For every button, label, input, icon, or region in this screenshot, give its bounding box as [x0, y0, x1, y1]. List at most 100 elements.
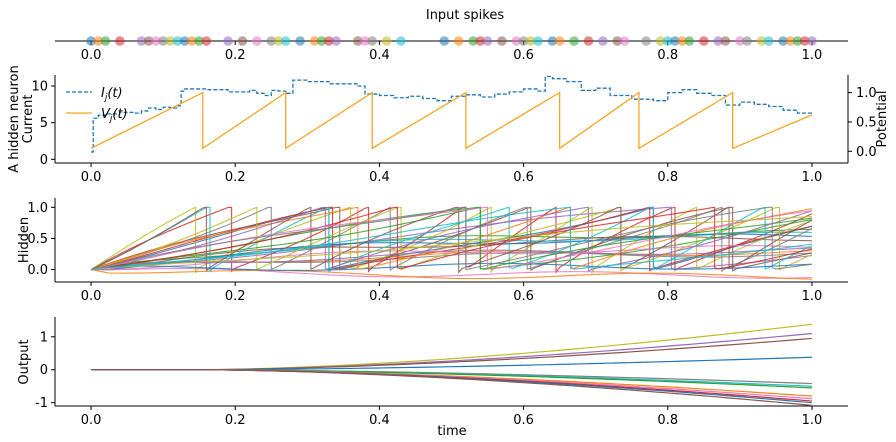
- spikes-xtick-label: 0.6: [513, 48, 534, 63]
- potential-line: [90, 91, 813, 150]
- spike-marker: [518, 36, 529, 46]
- neuron-ylabel-right: Potential: [875, 91, 890, 148]
- spike-marker: [136, 36, 147, 46]
- neuron-xtick-label: 0.8: [657, 170, 678, 185]
- spike-marker: [742, 36, 752, 46]
- spike-marker: [151, 36, 161, 46]
- spike-markers: [86, 36, 817, 46]
- spike-marker: [756, 36, 767, 46]
- spike-marker: [684, 36, 695, 46]
- spike-marker: [309, 36, 320, 46]
- hidden-ylabel: Hidden: [17, 217, 32, 263]
- hidden-series-line: [91, 233, 812, 271]
- neuron-right-ytick-label: 0.5: [856, 115, 877, 130]
- neuron-right-ytick-label: 0.0: [856, 145, 877, 160]
- spike-marker: [280, 36, 291, 46]
- legend-current-label: Ij(t): [101, 86, 123, 103]
- hidden-xtick-label: 0.4: [369, 289, 390, 304]
- hidden-series-line: [90, 206, 813, 271]
- hidden-series-line: [90, 269, 812, 280]
- hidden-series-line: [90, 206, 813, 271]
- spike-marker: [165, 36, 176, 46]
- spike-marker: [497, 36, 507, 46]
- hidden-series-line: [90, 206, 813, 275]
- spike-marker: [367, 36, 378, 46]
- spike-marker: [86, 36, 96, 46]
- spike-marker: [713, 36, 724, 46]
- spike-marker: [785, 36, 796, 46]
- spike-marker: [482, 36, 493, 46]
- spike-marker: [792, 36, 803, 46]
- output-series-line: [91, 369, 813, 406]
- output-xtick-label: 0.2: [225, 413, 246, 428]
- hidden-ytick-label: 0.5: [27, 232, 48, 247]
- spike-marker: [158, 36, 168, 46]
- hidden-panel: 0.0 0.2 0.4 0.6 0.8 1.0 0.0 0.5 1.0 Hidden: [17, 198, 848, 304]
- spike-marker: [720, 36, 731, 46]
- spike-marker: [273, 36, 284, 46]
- hidden-ytick-label: 1.0: [27, 201, 48, 216]
- neuron-xtick-label: 0.0: [81, 170, 102, 185]
- hidden-ticks: 0.0 0.2 0.4 0.6 0.8 1.0 0.0 0.5 1.0: [27, 201, 822, 304]
- neuron-panel: 0.0 0.2 0.4 0.6 0.8 1.0 0 5 10 0.0 0.5 1.0 A hidden…: [7, 65, 890, 185]
- spike-marker: [324, 36, 334, 46]
- neuron-ylabel-line1: A hidden neuron: [7, 65, 22, 172]
- spike-marker: [237, 36, 248, 46]
- spike-marker: [735, 36, 745, 46]
- spike-marker: [554, 36, 565, 46]
- spike-marker: [533, 36, 543, 46]
- legend-potential-label: Vj(t): [101, 107, 128, 124]
- output-ticks: 0.0 0.2 0.4 0.6 0.8 1.0 -1 0 1: [35, 330, 822, 428]
- output-ytick-label: -1: [35, 396, 48, 411]
- spike-marker: [331, 36, 341, 46]
- neuron-ylabel-line2: Current: [21, 95, 36, 144]
- output-xtick-label: 0.4: [369, 413, 390, 428]
- spike-marker: [612, 36, 623, 46]
- spike-marker: [396, 36, 406, 46]
- spikes-panel: 0.0 0.2 0.4 0.6 0.8 1.0: [55, 36, 848, 63]
- neuron-ytick-label: 10: [31, 80, 48, 95]
- spike-marker: [547, 36, 558, 46]
- spike-marker: [655, 36, 666, 46]
- hidden-series-line: [90, 206, 813, 272]
- output-ylabel: Output: [17, 339, 32, 384]
- hidden-series-line: [90, 206, 813, 273]
- spike-marker: [360, 36, 370, 46]
- spike-marker: [316, 36, 327, 46]
- hidden-series-line: [90, 215, 812, 271]
- spike-marker: [778, 36, 788, 46]
- spike-marker: [143, 36, 154, 46]
- output-xtick-label: 0.0: [81, 413, 102, 428]
- output-xtick-label: 0.6: [513, 413, 534, 428]
- spikes-xtick-label: 0.8: [657, 48, 678, 63]
- spikes-xtick-label: 0.0: [81, 48, 102, 63]
- spike-marker: [662, 36, 673, 46]
- spikes-xtick-label: 1.0: [802, 48, 823, 63]
- spike-marker: [699, 36, 709, 46]
- spike-marker: [381, 36, 392, 46]
- spike-marker: [201, 36, 212, 46]
- output-series: [91, 323, 813, 406]
- neuron-xtick-label: 0.6: [513, 170, 534, 185]
- output-xtick-label: 0.8: [657, 413, 678, 428]
- hidden-series-line: [90, 206, 813, 273]
- spike-marker: [619, 36, 630, 46]
- hidden-series-line: [91, 267, 812, 279]
- spike-marker: [511, 36, 522, 46]
- spike-marker: [475, 36, 486, 46]
- hidden-series-line: [90, 206, 813, 272]
- spike-marker: [172, 36, 183, 46]
- hidden-xtick-label: 0.8: [657, 289, 678, 304]
- hidden-xtick-label: 0.6: [513, 289, 534, 304]
- spike-marker: [223, 36, 233, 46]
- hidden-series-line: [90, 206, 813, 271]
- spike-marker: [266, 36, 277, 46]
- hidden-series-line: [90, 206, 813, 274]
- output-panel: 0.0 0.2 0.4 0.6 0.8 1.0 -1 0 1 Output time: [17, 317, 848, 439]
- spike-marker: [352, 36, 363, 46]
- spike-marker: [670, 36, 680, 46]
- spike-marker: [252, 36, 262, 46]
- spike-marker: [453, 36, 464, 46]
- hidden-xtick-label: 1.0: [802, 289, 823, 304]
- spike-marker: [569, 36, 579, 46]
